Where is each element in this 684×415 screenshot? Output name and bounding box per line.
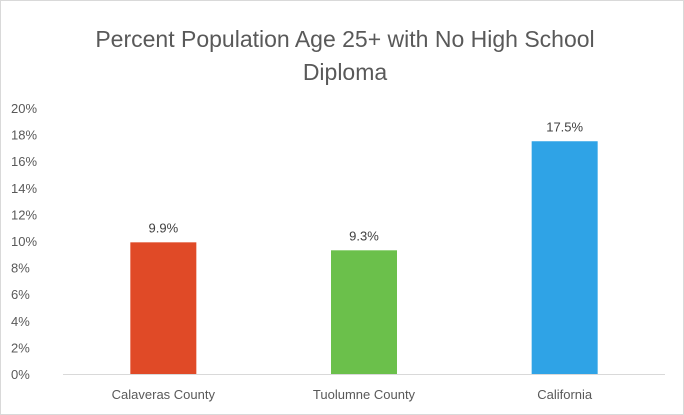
chart-title-line-2: Diploma [303,59,388,85]
chart-title: Percent Population Age 25+ with No High … [95,26,594,85]
y-axis: 0% 2% 4% 6% 8% 10% 12% 14% 16% 18% 20% [11,101,37,382]
y-tick-label: 10% [11,234,37,249]
x-category-label: Tuolumne County [313,387,416,402]
bar-california [531,141,598,374]
x-category-label: California [537,387,593,402]
bar-tuolumne-county [331,250,397,374]
y-tick-label: 20% [11,101,37,116]
data-label: 17.5% [546,119,583,134]
data-label: 9.9% [149,220,179,235]
y-tick-label: 14% [11,181,37,196]
y-tick-label: 8% [11,261,30,276]
y-tick-label: 0% [11,367,30,382]
y-tick-label: 18% [11,128,37,143]
y-tick-label: 4% [11,314,30,329]
y-tick-label: 16% [11,154,37,169]
y-tick-label: 2% [11,340,30,355]
y-tick-label: 12% [11,207,37,222]
x-axis: Calaveras County Tuolumne County Californi… [63,374,665,402]
data-label: 9.3% [349,228,379,243]
bars [130,141,598,374]
x-category-label: Calaveras County [112,387,216,402]
y-tick-label: 6% [11,287,30,302]
data-labels: 9.9% 9.3% 17.5% [149,119,584,243]
chart-title-line-1: Percent Population Age 25+ with No High … [95,26,594,52]
bar-calaveras-county [130,242,197,374]
